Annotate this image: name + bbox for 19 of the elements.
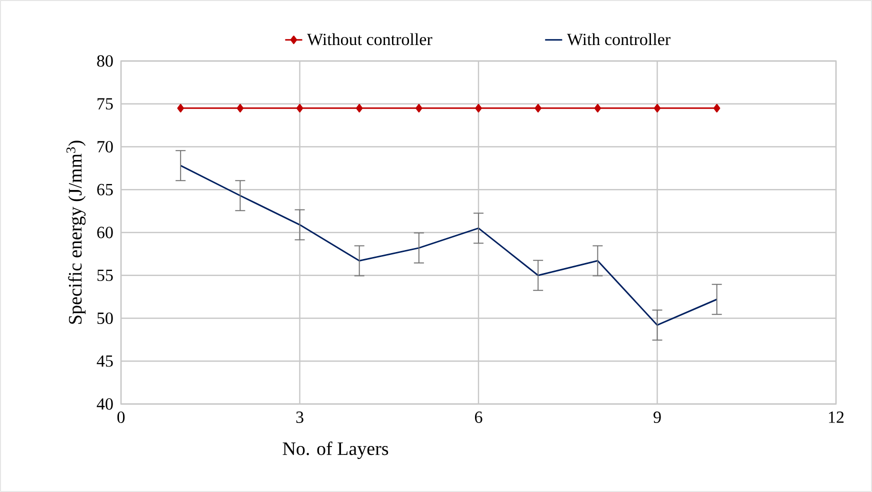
y-tick-label: 55 xyxy=(97,270,113,282)
y-tick-label: 80 xyxy=(97,55,113,67)
x-tick-label: 9 xyxy=(654,412,661,423)
y-tick-label: 45 xyxy=(96,355,113,367)
x-axis-title: No. of Layers xyxy=(282,442,388,459)
y-tick-label: 40 xyxy=(96,398,113,410)
y-tick-label: 50 xyxy=(97,312,113,324)
x-tick-label: 6 xyxy=(474,412,482,423)
legend-label: Without controller xyxy=(307,33,432,46)
y-tick-label: 65 xyxy=(97,184,113,196)
y-axis-title: Specific energy (J/mm$^{3}$) xyxy=(66,140,86,324)
x-tick-label: 12 xyxy=(828,412,844,423)
x-tick-label: 3 xyxy=(296,412,304,423)
x-tick-label: 0 xyxy=(117,412,125,423)
y-tick-label: 75 xyxy=(98,98,113,110)
y-tick-label: 70 xyxy=(98,141,113,152)
legend-label: With controller xyxy=(566,33,670,46)
line-series xyxy=(180,164,718,326)
y-tick-label: 60 xyxy=(97,226,113,238)
